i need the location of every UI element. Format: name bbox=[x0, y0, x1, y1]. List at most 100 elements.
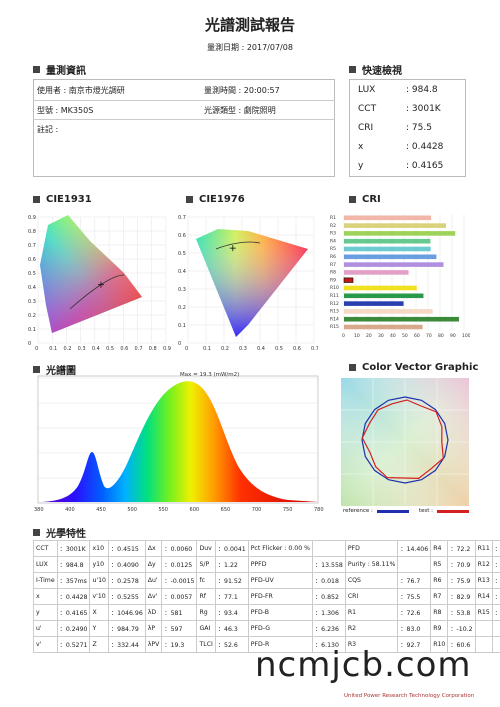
table-cell: ：83.0 bbox=[397, 620, 432, 637]
table-cell: ：82.9 bbox=[447, 588, 476, 605]
x-tick-label: 10 bbox=[354, 333, 360, 339]
table-cell: TLCI bbox=[196, 636, 216, 653]
cri-label: R9 bbox=[330, 277, 336, 283]
model-field: 型號 : MK350S bbox=[37, 106, 94, 115]
x-tick-label: 0.1 bbox=[49, 346, 57, 352]
table-row: v' ：0.5271 Z ：332.44 λPV ：19.3 TLCI ：52.6 PFD-R：… bbox=[33, 636, 500, 653]
x-tick-label: 0.5 bbox=[106, 346, 114, 352]
legend-test-label: test : bbox=[418, 508, 434, 514]
cri-bar bbox=[344, 238, 431, 244]
optical-heading-label: 光學特性 bbox=[46, 529, 86, 540]
table-cell: ：72.2 bbox=[447, 540, 476, 557]
table-cell bbox=[474, 636, 493, 653]
table-cell bbox=[311, 540, 346, 557]
divider bbox=[33, 119, 335, 120]
x-tick-label: 50 bbox=[402, 333, 408, 339]
plot-frame bbox=[37, 375, 319, 504]
cri-bar bbox=[344, 246, 431, 252]
y-tick-label: 0 bbox=[178, 341, 181, 347]
quick-box bbox=[349, 79, 466, 177]
y-tick-label: 0.5 bbox=[178, 251, 186, 257]
cri-bar bbox=[344, 324, 423, 330]
y-tick-label: 0.9 bbox=[28, 215, 36, 221]
gamut-overlay bbox=[40, 215, 142, 333]
x-tick-label: 550 bbox=[158, 507, 168, 513]
table-cell: Purity : 58.11% bbox=[344, 556, 399, 573]
cvg-legend: reference : test : bbox=[343, 508, 470, 514]
table-cell: CCT bbox=[33, 540, 58, 557]
x-tick-label: 500 bbox=[127, 507, 137, 513]
test-polygon bbox=[361, 399, 444, 480]
cri-label: R13 bbox=[330, 309, 339, 315]
table-cell: Pct Flicker : 0.00 % bbox=[247, 540, 313, 557]
table-cell: ：93.4 bbox=[214, 604, 249, 621]
quick-heading: 快速檢視 bbox=[349, 62, 402, 77]
table-cell: ：0.5255 bbox=[107, 588, 146, 605]
y-tick-label: 0.6 bbox=[178, 233, 186, 239]
table-cell: R3 bbox=[344, 636, 399, 653]
table-cell: R6 bbox=[430, 572, 449, 589]
table-row: I-Time ：357ms u'10 ：0.2578 Δu' ：-0.0015 fc ：91.… bbox=[33, 572, 500, 589]
table-cell: y bbox=[33, 604, 58, 621]
table-row: CCT ：3001K x10 ：0.4515 Δx ：0.0060 Duv ：0.0041 Pc… bbox=[33, 540, 500, 557]
table-cell: λD bbox=[144, 604, 163, 621]
cri-bar bbox=[344, 316, 459, 322]
table-cell: PFD bbox=[344, 540, 399, 557]
x-tick-label: 0.2 bbox=[221, 346, 229, 352]
table-cell: ：95.8 bbox=[491, 588, 500, 605]
cie1976-heading-label: CIE1976 bbox=[199, 194, 245, 205]
x-tick-label: 450 bbox=[96, 507, 106, 513]
table-cell: Δx bbox=[144, 540, 163, 557]
spectrum-curve bbox=[42, 381, 318, 502]
x-tick-label: 0.3 bbox=[78, 346, 86, 352]
table-row: LUX ：984.8 y10 ：0.4090 Δy ：0.0125 S/P ：1.22 PPFD… bbox=[33, 556, 500, 573]
table-cell: ：0.4165 bbox=[56, 604, 91, 621]
info-box bbox=[33, 79, 335, 177]
table-cell: ：984.8 bbox=[56, 556, 91, 573]
cri-bar bbox=[344, 293, 424, 299]
table-cell: ：1.22 bbox=[214, 556, 249, 573]
table-cell: x10 bbox=[89, 540, 109, 557]
y-tick-label: 0.4 bbox=[178, 269, 186, 275]
table-cell: R4 bbox=[430, 540, 449, 557]
y-tick-label: 0.7 bbox=[28, 243, 36, 249]
table-cell: fc bbox=[196, 572, 216, 589]
table-cell: Δy bbox=[144, 556, 163, 573]
table-cell: ：73.9 bbox=[491, 572, 500, 589]
table-cell: PFD-G bbox=[247, 620, 313, 637]
report-title: 光譜測試報告 bbox=[204, 16, 295, 34]
table-cell: R10 bbox=[430, 636, 449, 653]
legend-ref-swatch bbox=[376, 509, 409, 513]
x-tick-label: 0.4 bbox=[92, 346, 100, 352]
section-square-icon bbox=[33, 66, 40, 73]
x-tick-label: 400 bbox=[65, 507, 75, 513]
x-tick-label: 40 bbox=[390, 333, 396, 339]
table-cell: Rf bbox=[196, 588, 216, 605]
table-cell: ：77.1 bbox=[214, 588, 249, 605]
cie1931-chart: 0 0.1 0.2 0.3 0.4 0.5 0.6 0.7 0.8 0.9 0.9 0.8 0.7 0.6… bbox=[28, 215, 171, 352]
x-tick-label: 0.6 bbox=[120, 346, 128, 352]
planckian-locus bbox=[215, 241, 261, 250]
cri-heading: CRI bbox=[349, 194, 381, 205]
y-tick-label: 0.7 bbox=[178, 215, 186, 221]
cri-bar bbox=[344, 285, 417, 291]
table-cell: I-Time bbox=[33, 572, 58, 589]
table-cell: S/P bbox=[196, 556, 216, 573]
cri-label: R14 bbox=[330, 316, 339, 322]
cri-label: R7 bbox=[330, 262, 336, 268]
table-cell bbox=[397, 556, 432, 573]
y-tick-label: 0.8 bbox=[28, 229, 36, 235]
x-tick-label: 90 bbox=[450, 333, 456, 339]
table-cell: ：0.018 bbox=[311, 572, 346, 589]
table-cell: y10 bbox=[89, 556, 109, 573]
table-cell: ：0.4090 bbox=[107, 556, 146, 573]
table-cell: ：60.6 bbox=[447, 636, 476, 653]
planckian-locus bbox=[69, 274, 125, 310]
peak-label: Max = 19.3 (mW/m2) bbox=[180, 372, 239, 378]
table-cell: u'10 bbox=[89, 572, 109, 589]
x-tick-label: 750 bbox=[283, 507, 293, 513]
note-field: 註記 : bbox=[37, 125, 59, 134]
table-row: u' ：0.2490 Y ：984.79 λP ：597 GAI ：46.3 PFD-G ：6.2… bbox=[33, 620, 500, 637]
cri-label: R15 bbox=[330, 324, 339, 330]
x-tick-label: 20 bbox=[366, 333, 372, 339]
